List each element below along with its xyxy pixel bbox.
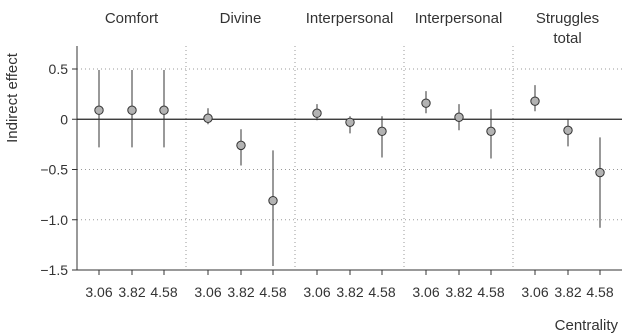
panel-title: Interpersonal	[415, 10, 503, 27]
y-tick-label: 0	[60, 111, 68, 127]
data-point	[127, 105, 137, 115]
y-tick-label: −1.0	[40, 212, 68, 228]
data-point	[312, 108, 322, 118]
x-tick-label: 4.58	[586, 284, 613, 300]
y-tick-label: −0.5	[40, 162, 68, 178]
x-tick-label: 3.06	[412, 284, 439, 300]
x-tick-label: 3.06	[194, 284, 221, 300]
data-point	[486, 126, 496, 137]
panel-title: total	[553, 30, 581, 47]
data-point	[421, 98, 431, 108]
data-point	[94, 105, 104, 115]
data-point	[454, 112, 464, 122]
panel-title: Divine	[220, 10, 262, 27]
axes-layer: 0.5 0 −0.5 −1.0 −1.5 Comfort 3.06 3.82 4.58 Divin…	[40, 10, 622, 300]
panel-title: Struggles	[536, 10, 599, 27]
x-tick-label: 3.06	[85, 284, 112, 300]
data-point	[563, 125, 573, 136]
data-point	[268, 195, 278, 206]
grid-layer	[77, 46, 622, 271]
data-point	[530, 96, 540, 106]
panel-title: Comfort	[105, 10, 159, 27]
y-tick-label: 0.5	[49, 61, 69, 77]
x-axis-label: Centrality	[555, 317, 619, 334]
data-point	[236, 140, 246, 151]
x-tick-label: 3.82	[336, 284, 363, 300]
x-tick-label: 3.82	[554, 284, 581, 300]
x-tick-label: 4.58	[368, 284, 395, 300]
x-tick-label: 4.58	[477, 284, 504, 300]
data-point	[159, 105, 169, 115]
x-tick-label: 3.82	[445, 284, 472, 300]
x-tick-label: 3.82	[227, 284, 254, 300]
x-tick-label: 4.58	[150, 284, 177, 300]
data-point	[203, 113, 213, 123]
data-point	[595, 167, 605, 178]
data-point	[377, 126, 387, 137]
marks-layer	[94, 70, 605, 266]
y-axis-label: Indirect effect	[4, 52, 21, 143]
x-tick-label: 3.82	[118, 284, 145, 300]
x-tick-label: 3.06	[521, 284, 548, 300]
x-tick-label: 3.06	[303, 284, 330, 300]
y-tick-label: −1.5	[40, 262, 68, 278]
panel-title: Interpersonal	[306, 10, 394, 27]
x-tick-label: 4.58	[259, 284, 286, 300]
data-point	[345, 117, 355, 127]
